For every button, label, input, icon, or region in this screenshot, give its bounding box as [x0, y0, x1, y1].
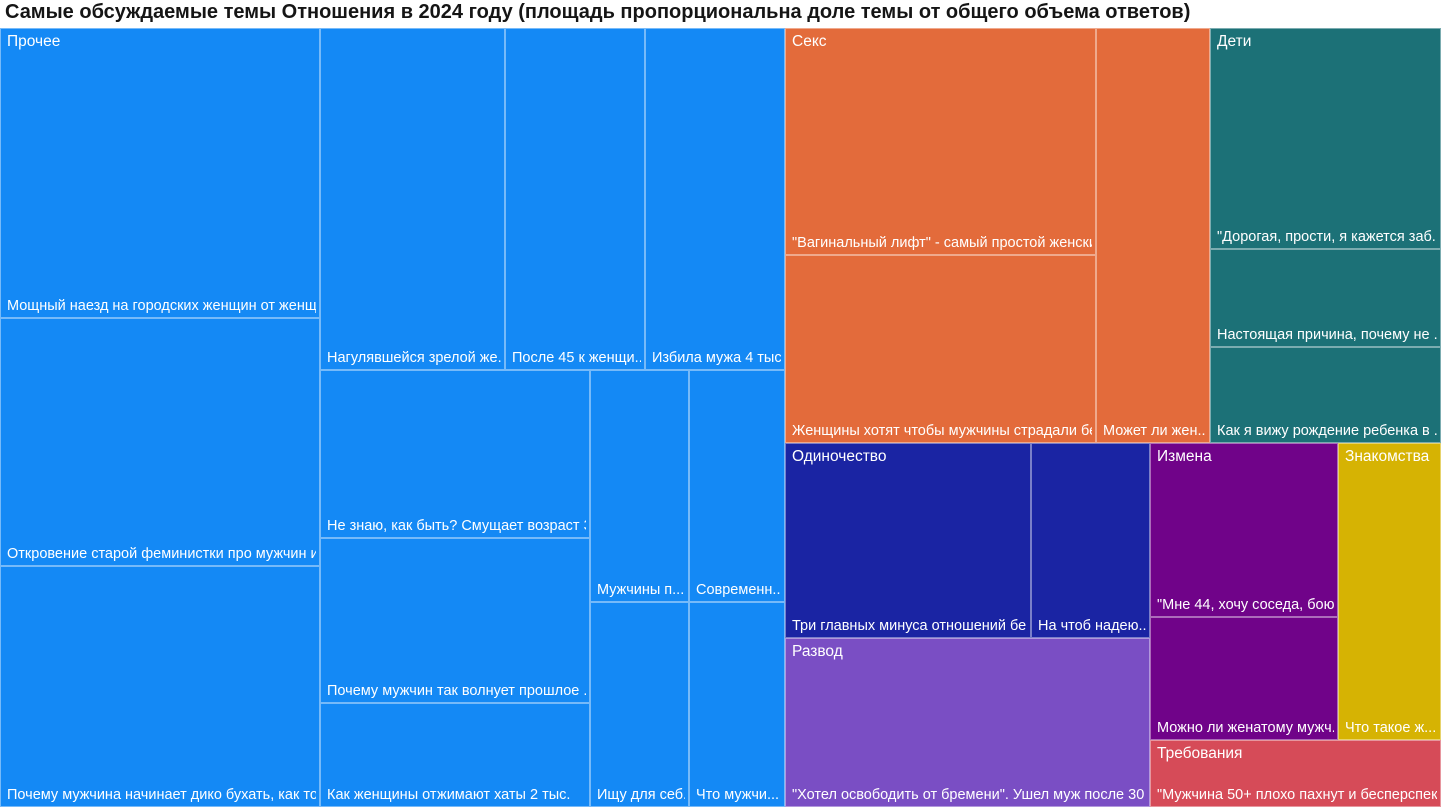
treemap-cell[interactable]: "Дорогая, прости, я кажется заб...: [1210, 28, 1441, 249]
cell-label: Настоящая причина, почему не ...: [1217, 327, 1437, 343]
cell-label: Как женщины отжимают хаты 2 тыс.: [327, 787, 571, 803]
cell-label: Может ли жен...: [1103, 423, 1206, 439]
treemap-cell[interactable]: Откровение старой феминистки про мужчин …: [0, 318, 320, 566]
treemap-cell[interactable]: Как я вижу рождение ребенка в ...: [1210, 347, 1441, 443]
treemap-cell[interactable]: Современн...: [689, 370, 785, 602]
treemap-cell[interactable]: Женщины хотят чтобы мужчины страдали без…: [785, 255, 1096, 443]
cell-label: "Вагинальный лифт" - самый простой женск…: [792, 235, 1092, 251]
treemap-cell[interactable]: Три главных минуса отношений бе...: [785, 443, 1031, 638]
cell-label: Как я вижу рождение ребенка в ...: [1217, 423, 1437, 439]
cell-label: "Мне 44, хочу соседа, бою...: [1157, 597, 1334, 613]
treemap-cell[interactable]: Мужчины п...: [590, 370, 689, 602]
treemap-cell[interactable]: Избила мужа 4 тыс.: [645, 28, 785, 370]
treemap-cell[interactable]: Что такое ж...: [1338, 443, 1441, 740]
cell-label: Современн...: [696, 582, 781, 598]
treemap-cell[interactable]: "Хотел освободить от бремени". Ушел муж …: [785, 638, 1150, 807]
treemap-cell[interactable]: Можно ли женатому мужч...: [1150, 617, 1338, 740]
cell-label: Избила мужа 4 тыс.: [652, 350, 781, 366]
cell-label: Три главных минуса отношений бе...: [792, 618, 1027, 634]
cell-label: Почему мужчина начинает дико бухать, как…: [7, 787, 316, 803]
cell-label: Что мужчи...: [696, 787, 780, 803]
treemap-cell[interactable]: Нагулявшейся зрелой же...: [320, 28, 505, 370]
treemap-cell[interactable]: После 45 к женщи...: [505, 28, 645, 370]
treemap-cell[interactable]: "Вагинальный лифт" - самый простой женск…: [785, 28, 1096, 255]
cell-label: "Хотел освободить от бремени". Ушел муж …: [792, 787, 1146, 803]
treemap-cell[interactable]: Мощный наезд на городских женщин от женщ…: [0, 28, 320, 318]
cell-label: Почему мужчин так волнует прошлое ...: [327, 683, 586, 699]
cell-label: Женщины хотят чтобы мужчины страдали без…: [792, 423, 1092, 439]
treemap-cell[interactable]: "Мне 44, хочу соседа, бою...: [1150, 443, 1338, 617]
cell-label: Что такое ж...: [1345, 720, 1437, 736]
cell-label: Не знаю, как быть? Смущает возраст 3 ...: [327, 518, 586, 534]
treemap-cell[interactable]: Не знаю, как быть? Смущает возраст 3 ...: [320, 370, 590, 538]
treemap-cell[interactable]: Как женщины отжимают хаты 2 тыс.: [320, 703, 590, 807]
cell-label: "Мужчина 50+ плохо пахнут и бесперспек..…: [1157, 787, 1437, 803]
treemap-cell[interactable]: Что мужчи...: [689, 602, 785, 807]
cell-label: На чтоб надею...: [1038, 618, 1146, 634]
cell-label: Можно ли женатому мужч...: [1157, 720, 1334, 736]
cell-label: "Дорогая, прости, я кажется заб...: [1217, 229, 1437, 245]
cell-label: Откровение старой феминистки про мужчин …: [7, 546, 316, 562]
cell-label: Мужчины п...: [597, 582, 685, 598]
cell-label: После 45 к женщи...: [512, 350, 641, 366]
treemap-cell[interactable]: Ищу для себ...: [590, 602, 689, 807]
treemap-cell[interactable]: Может ли жен...: [1096, 28, 1210, 443]
cell-label: Ищу для себ...: [597, 787, 685, 803]
cell-label: Нагулявшейся зрелой же...: [327, 350, 501, 366]
treemap-cell[interactable]: На чтоб надею...: [1031, 443, 1150, 638]
cell-label: Мощный наезд на городских женщин от женщ…: [7, 298, 316, 314]
treemap-cell[interactable]: Настоящая причина, почему не ...: [1210, 249, 1441, 347]
treemap-cell[interactable]: "Мужчина 50+ плохо пахнут и бесперспек..…: [1150, 740, 1441, 807]
treemap-cell[interactable]: Почему мужчина начинает дико бухать, как…: [0, 566, 320, 807]
treemap-cell[interactable]: Почему мужчин так волнует прошлое ...: [320, 538, 590, 703]
chart-title: Самые обсуждаемые темы Отношения в 2024 …: [5, 1, 1191, 23]
